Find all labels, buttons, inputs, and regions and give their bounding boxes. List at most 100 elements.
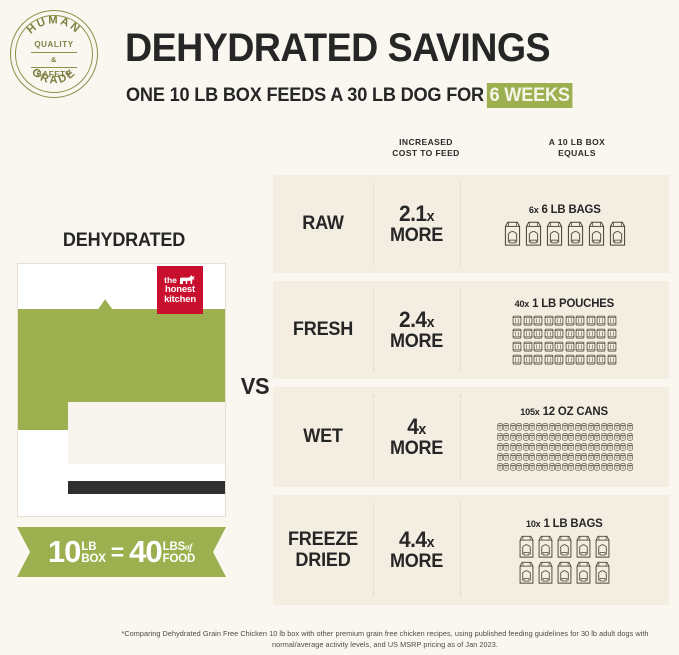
human-grade-badge: HUMAN GRADE QUALITY & SAFETY <box>10 10 98 98</box>
pouch-icon <box>586 341 596 351</box>
pouch-icon <box>565 341 575 351</box>
page-subtitle: ONE 10 LB BOX FEEDS A 30 LB DOG FOR 6 WEE… <box>126 83 573 108</box>
can-icon <box>542 462 548 471</box>
comparison-row: WET 4x MORE 105x 12 OZ CANS <box>273 387 669 487</box>
can-icon <box>522 432 529 441</box>
logo-line-kitchen: kitchen <box>164 294 196 305</box>
row-label-line1: FREEZE <box>287 528 359 550</box>
bag-icon <box>576 561 591 584</box>
comparison-row: FREEZE DRIED 4.4x MORE 10x 1 LB BAGS <box>273 495 669 605</box>
can-icon <box>626 422 633 431</box>
pouch-icon <box>554 341 564 351</box>
can-icon <box>535 462 542 471</box>
icon-grid-cans <box>496 422 633 471</box>
icon-row <box>512 315 617 326</box>
row-equals-label: 40x 1 LB POUCHES <box>514 295 615 310</box>
ribbon-of-word: of <box>185 542 193 553</box>
can-icon <box>626 452 633 461</box>
footnote: *Comparing Dehydrated Grain Free Chicken… <box>95 628 675 651</box>
row-more-label: MORE <box>389 330 444 352</box>
can-icon <box>581 422 587 431</box>
icon-row <box>512 341 617 352</box>
pouch-icon <box>544 341 554 351</box>
badge-line-safety: SAFETY <box>36 70 72 80</box>
pouch-icon <box>523 341 533 351</box>
row-multiplier: 4x <box>407 414 426 440</box>
pouch-icon <box>512 315 522 325</box>
row-cost-freeze-dried: 4.4x MORE <box>375 495 458 605</box>
can-icon <box>503 452 509 461</box>
can-icon <box>626 442 633 451</box>
can-icon <box>600 422 607 431</box>
can-icon <box>548 442 555 451</box>
column-header-equals-line1: A 10 LB BOX <box>548 137 606 147</box>
can-icon <box>620 442 626 451</box>
ribbon-box-unit-line2: BOX <box>81 552 106 565</box>
bag-icon <box>504 221 520 246</box>
can-icon <box>620 432 626 441</box>
bag-icon <box>519 561 534 584</box>
row-divider <box>460 503 461 597</box>
can-icon <box>555 462 561 471</box>
pouch-icon <box>533 315 543 325</box>
pouch-icon <box>596 354 606 364</box>
row-divider <box>373 503 374 597</box>
vs-label: VS <box>240 373 270 399</box>
bag-icon <box>538 561 553 584</box>
row-equals-fresh: 40x 1 LB POUCHES <box>460 281 669 379</box>
pouch-icon <box>544 315 554 325</box>
ribbon-food-unit-line1: LBSof <box>162 541 193 554</box>
footnote-line2: feeding guidelines for 30 lb adult dogs … <box>272 629 649 650</box>
can-icon <box>555 442 561 451</box>
can-icon <box>613 432 620 441</box>
can-icon <box>594 422 600 431</box>
can-icon <box>587 422 594 431</box>
can-icon <box>535 432 542 441</box>
can-icon <box>496 442 503 451</box>
weight-equivalence-ribbon: 10 LB BOX = 40 LBSof FOOD <box>17 527 226 577</box>
can-icon <box>594 442 600 451</box>
can-icon <box>600 452 607 461</box>
row-equals-label: 6x 6 LB BAGS <box>528 201 601 216</box>
row-cost-wet: 4x MORE <box>375 387 458 487</box>
svg-text:HUMAN: HUMAN <box>25 15 83 37</box>
can-icon <box>581 462 587 471</box>
can-icon <box>503 462 509 471</box>
box-mid-white-band <box>68 402 225 464</box>
logo-line-honest: honest <box>165 284 195 296</box>
row-equals-label: 10x 1 LB BAGS <box>526 515 603 530</box>
can-icon <box>542 432 548 441</box>
can-icon <box>600 462 607 471</box>
pouch-icon <box>607 354 617 364</box>
subtitle-highlight: 6 WEEKS <box>486 83 573 108</box>
icon-row <box>496 442 633 451</box>
can-icon <box>509 432 516 441</box>
can-icon <box>574 442 581 451</box>
badge-divider-bottom <box>31 66 77 68</box>
icon-row <box>496 432 633 441</box>
bag-icon <box>609 221 625 246</box>
row-label-freeze-dried: FREEZE DRIED <box>276 495 371 605</box>
can-icon <box>574 462 581 471</box>
icon-grid-bags <box>518 535 611 585</box>
icon-row <box>496 462 633 471</box>
bag-icon <box>519 535 534 558</box>
box-dark-bar <box>68 481 225 494</box>
icon-row <box>503 221 627 247</box>
icon-row <box>512 354 617 365</box>
can-icon <box>607 432 613 441</box>
svg-text:GRADE: GRADE <box>29 66 79 86</box>
row-label-raw: RAW <box>302 213 344 235</box>
badge-ampersand: & <box>50 54 58 64</box>
can-icon <box>542 442 548 451</box>
pouch-icon <box>607 315 617 325</box>
row-more-label: MORE <box>389 437 444 459</box>
can-icon <box>626 462 633 471</box>
can-icon <box>626 432 633 441</box>
can-icon <box>522 452 529 461</box>
pouch-icon <box>575 328 585 338</box>
can-icon <box>529 462 535 471</box>
pouch-icon <box>533 328 543 338</box>
row-more-label: MORE <box>389 224 444 246</box>
